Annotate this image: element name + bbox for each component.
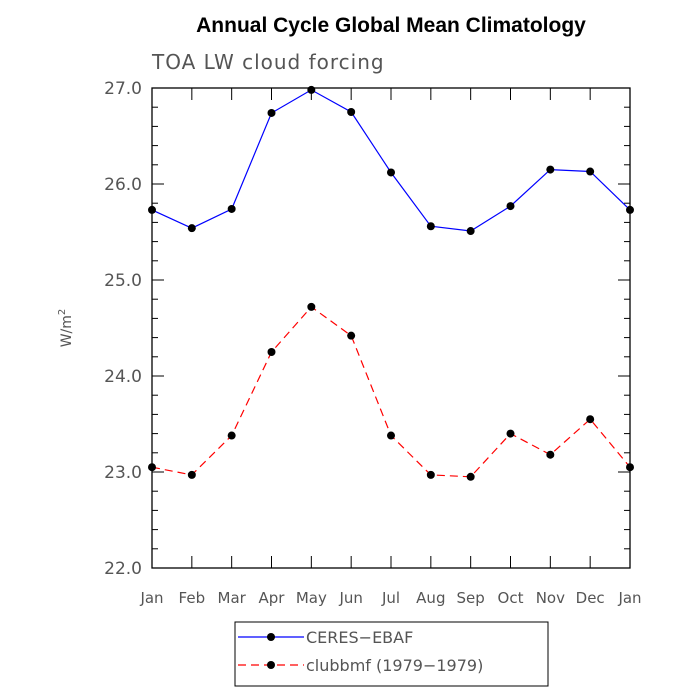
series-1-point xyxy=(267,348,276,356)
x-tick-label: Jun xyxy=(338,589,362,607)
y-axis-label: W/m2 xyxy=(57,309,75,348)
series-0-point xyxy=(546,165,555,174)
series-1-point xyxy=(426,470,435,479)
x-tick-label: Jan xyxy=(139,589,163,607)
series-1-point xyxy=(546,450,555,459)
series-0-point xyxy=(426,222,435,231)
x-tick-label: Oct xyxy=(498,589,524,607)
x-tick-label: Feb xyxy=(179,589,206,607)
series-1-point xyxy=(506,429,515,438)
x-tick-label: Nov xyxy=(536,589,565,607)
y-axis-label-text: W/m xyxy=(59,315,75,347)
series-0-point xyxy=(387,168,395,177)
series-0-point xyxy=(267,108,276,117)
plot-frame xyxy=(151,87,631,569)
series-1-point xyxy=(466,472,475,481)
y-tick-label: 24.0 xyxy=(104,367,142,387)
y-tick-label: 25.0 xyxy=(104,271,142,291)
x-tick-label: Dec xyxy=(576,589,605,607)
legend-box xyxy=(234,621,549,687)
series-1-point xyxy=(307,302,316,311)
y-tick-label: 23.0 xyxy=(104,463,142,483)
series-0-point xyxy=(586,167,595,176)
y-axis-label-superscript: 2 xyxy=(57,309,68,315)
series-0-point xyxy=(347,108,356,116)
x-tick-label: Mar xyxy=(218,589,247,607)
series-1-point xyxy=(347,331,356,340)
x-tick-label: May xyxy=(296,589,327,607)
y-tick-label: 27.0 xyxy=(104,79,142,99)
series-line-0 xyxy=(151,89,631,232)
tick-labels: 22.0 23.0 24.0 25.0 26.0 27.0 Jan Feb Mar Apr May J… xyxy=(104,79,641,607)
svg-text:W/m2: W/m2 xyxy=(57,309,75,348)
series-1-point xyxy=(586,415,595,424)
series-0-point xyxy=(307,85,316,94)
chart-subtitle: TOA LW cloud forcing xyxy=(151,50,385,74)
chart-title: Annual Cycle Global Mean Climatology xyxy=(196,14,586,37)
x-tick-label: Apr xyxy=(259,589,286,607)
x-tick-label: Jul xyxy=(381,589,400,607)
legend: CERES−EBAF clubbmf (1979−1979) xyxy=(234,621,549,687)
legend-label-ceres: CERES−EBAF xyxy=(306,628,413,647)
x-tick-label: Jan xyxy=(617,589,641,607)
legend-marker-ceres xyxy=(267,633,275,641)
x-tick-label: Aug xyxy=(416,589,445,607)
series-0-point xyxy=(187,224,196,233)
series-1-point xyxy=(187,470,196,479)
series-0-point xyxy=(227,204,236,213)
legend-label-clubbmf: clubbmf (1979−1979) xyxy=(306,656,483,675)
series-0-point xyxy=(466,227,475,236)
y-tick-label: 22.0 xyxy=(104,559,142,579)
data-series xyxy=(148,85,634,481)
series-line-1 xyxy=(151,306,631,478)
x-tick-label: Sep xyxy=(457,589,485,607)
axis-ticks xyxy=(151,87,631,569)
series-1-point xyxy=(227,431,236,440)
series-1-point xyxy=(387,431,395,440)
legend-marker-clubbmf xyxy=(267,661,275,669)
y-tick-label: 26.0 xyxy=(104,175,142,195)
series-0-point xyxy=(506,202,515,211)
